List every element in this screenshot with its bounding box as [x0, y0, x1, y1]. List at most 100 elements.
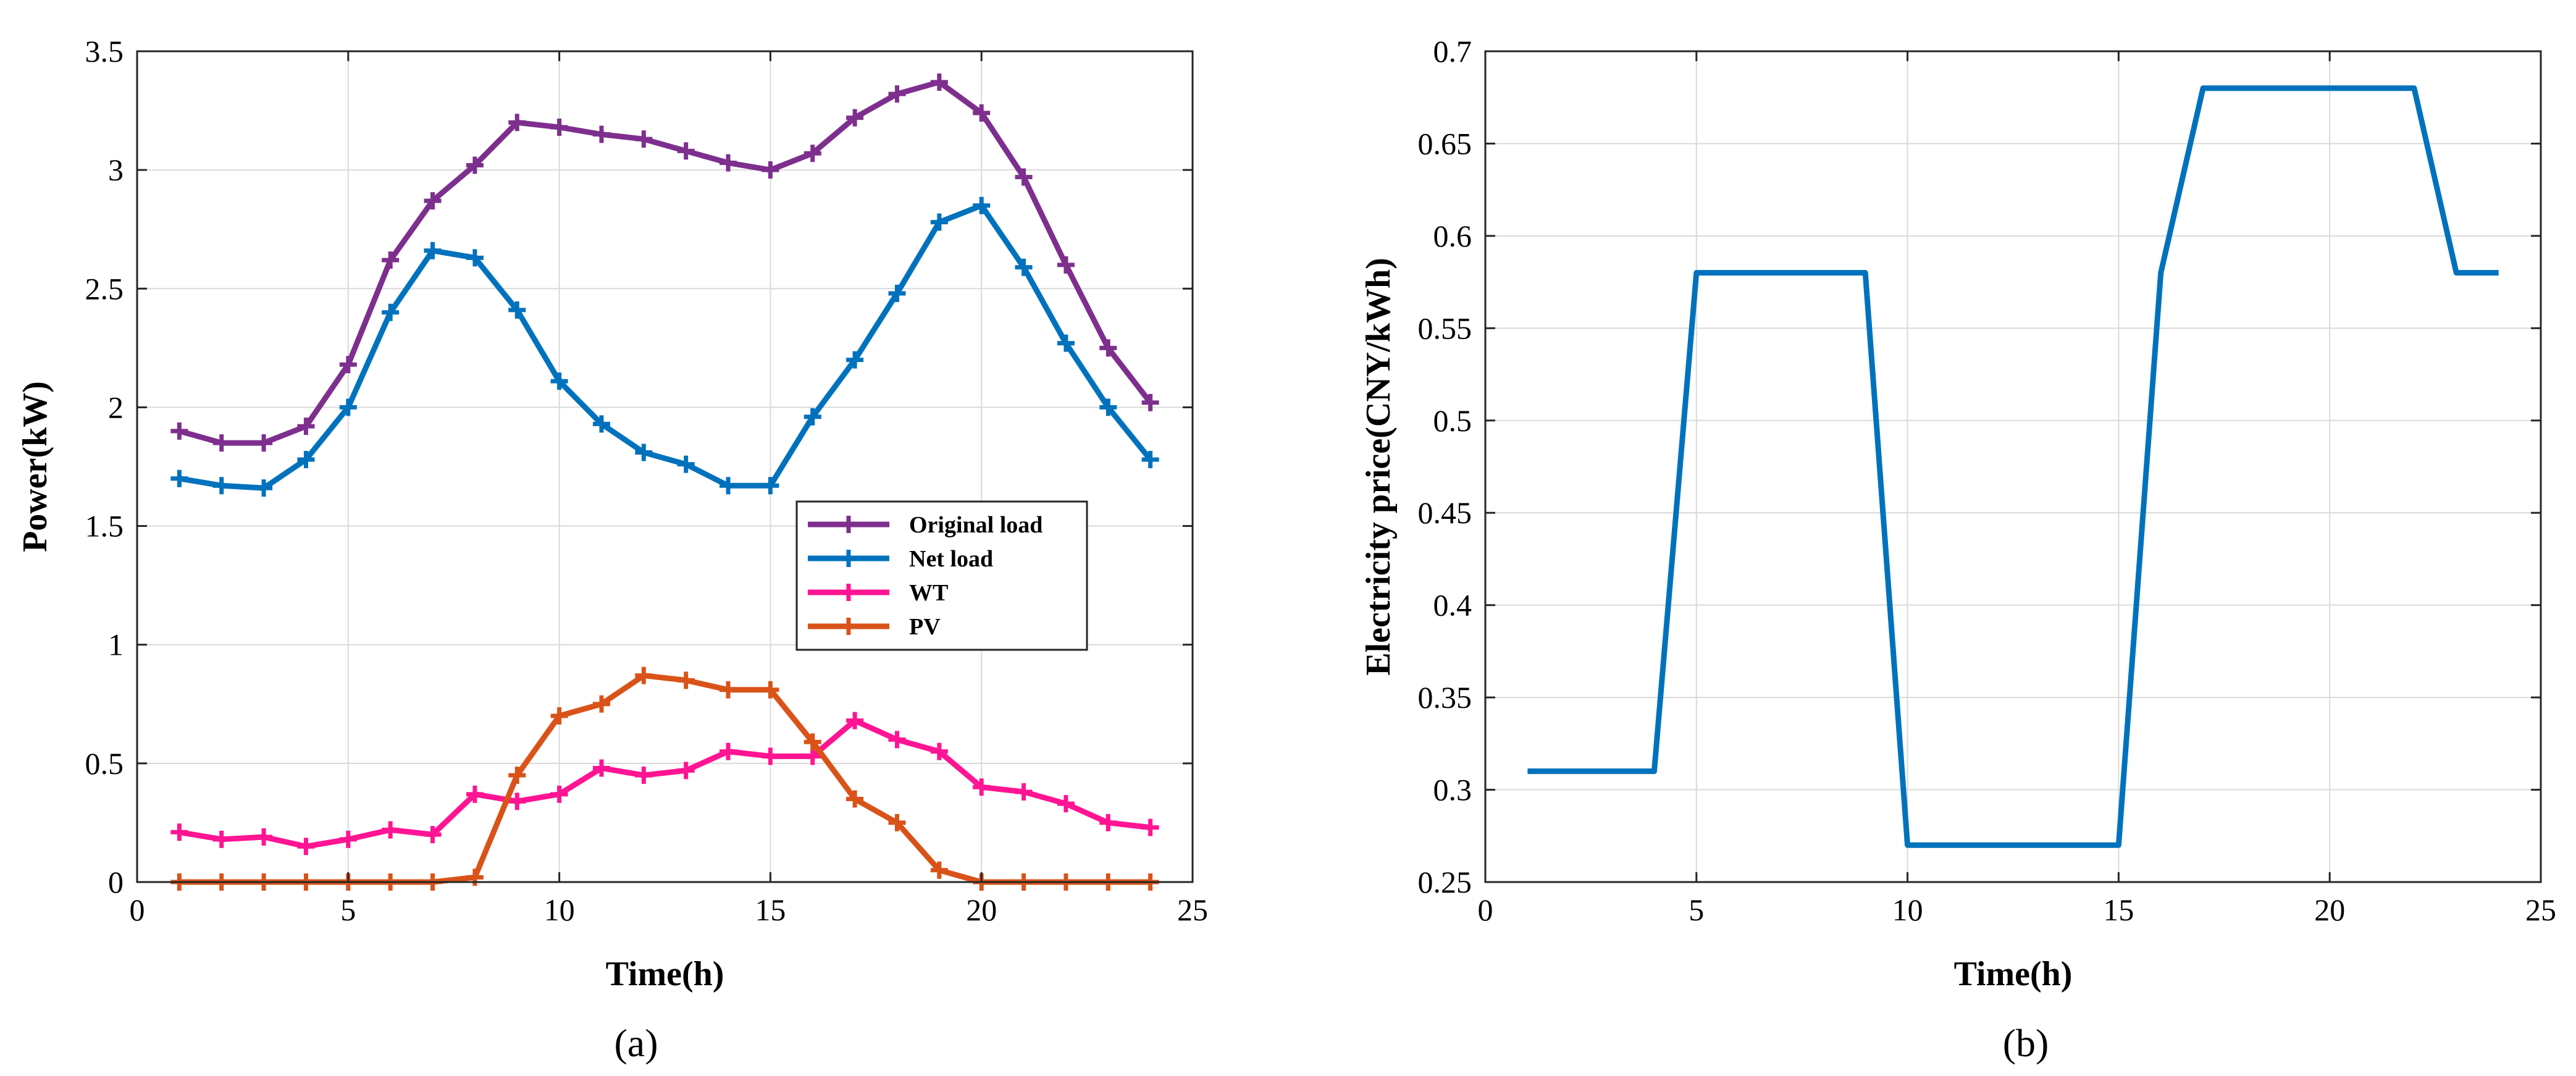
chart-a-caption: (a) [614, 1021, 658, 1065]
y-tick-label: 3.5 [85, 34, 124, 69]
chart-a: 0 5 10 15 20 25 0 0.5 1 1.5 2 2.5 3 3.5 Time(h) Power… [16, 34, 1208, 1065]
data-point [382, 251, 400, 269]
series-line [1527, 85, 2499, 848]
chart-b-caption: (b) [2003, 1021, 2049, 1065]
y-tick-label: 2.5 [85, 271, 124, 306]
data-point [592, 125, 610, 143]
data-point [1015, 258, 1033, 276]
y-tick-label: 0.65 [1418, 126, 1472, 161]
data-point [508, 114, 526, 132]
y-tick-label: 0.45 [1418, 495, 1472, 530]
legend-marker [840, 550, 857, 567]
data-point [635, 443, 653, 461]
y-tick-label: 2 [108, 390, 124, 424]
data-point [212, 477, 230, 495]
data-point [339, 356, 357, 374]
data-point [424, 242, 442, 259]
data-point [677, 762, 695, 780]
data-point [508, 301, 526, 319]
chart-a-ticks: 0 5 10 15 20 25 0 0.5 1 1.5 2 2.5 3 3.5 [85, 34, 1209, 927]
data-point [339, 398, 357, 416]
y-tick-label: 0.25 [1418, 865, 1472, 899]
data-point [550, 118, 568, 136]
data-point [508, 792, 526, 810]
data-point [466, 156, 484, 174]
data-point [973, 778, 991, 796]
y-tick-label: 0.5 [85, 746, 124, 781]
x-tick-label: 15 [755, 893, 786, 927]
series-line [178, 718, 1151, 849]
legend-marker [840, 516, 857, 533]
data-point [930, 213, 948, 231]
data-point [803, 733, 821, 751]
data-point [930, 861, 948, 879]
data-point [297, 450, 315, 468]
data-point [930, 742, 948, 760]
series-electricity-price [1527, 85, 2499, 848]
data-point [846, 109, 864, 127]
chart-a-ylabel: Power(kW) [16, 381, 54, 552]
y-tick-label: 0 [108, 865, 124, 899]
chart-a-xlabel: Time(h) [606, 955, 724, 993]
data-point [720, 742, 737, 760]
y-tick-label: 0.55 [1418, 311, 1472, 345]
chart-b-grid [1485, 51, 2541, 883]
data-point [297, 418, 315, 435]
data-point [466, 249, 484, 267]
data-point [888, 85, 906, 103]
data-point [1057, 256, 1075, 274]
chart-a-frame [136, 50, 1194, 883]
data-point [761, 747, 779, 765]
legend-label: Net load [909, 546, 993, 572]
chart-b-xlabel: Time(h) [1954, 955, 2073, 993]
legend-marker [840, 584, 857, 601]
x-tick-label: 0 [1478, 893, 1493, 927]
data-point [1015, 168, 1033, 186]
data-point [382, 303, 400, 321]
y-tick-label: 0.3 [1433, 773, 1472, 807]
data-point [424, 826, 442, 844]
series-line [179, 673, 1151, 885]
data-point [1141, 818, 1159, 836]
data-point [888, 284, 906, 302]
data-point [212, 434, 230, 452]
data-point [466, 785, 484, 803]
x-tick-label: 0 [130, 893, 145, 927]
data-point [1099, 339, 1117, 357]
legend-item: WT [808, 580, 948, 606]
data-point [592, 759, 610, 777]
chart-b-ylabel: Electricity price(CNY/kWh) [1359, 258, 1398, 675]
data-point [1099, 813, 1117, 831]
data-point [255, 828, 273, 846]
series-original-load [170, 73, 1159, 452]
y-tick-label: 3 [108, 153, 124, 187]
chart-a-series [170, 73, 1159, 891]
data-point [973, 104, 991, 122]
data-point [550, 372, 568, 390]
x-tick-label: 20 [966, 893, 997, 927]
data-point [466, 868, 484, 886]
data-point [803, 145, 821, 162]
data-point [888, 731, 906, 749]
data-point [1015, 783, 1033, 801]
data-point [761, 477, 779, 495]
legend-label: PV [909, 614, 941, 640]
data-point [846, 351, 864, 369]
y-tick-label: 0.7 [1433, 34, 1472, 69]
chart-a-legend: Original load Net load WT PV [795, 500, 1088, 651]
x-tick-label: 5 [340, 893, 356, 927]
data-point [170, 422, 188, 440]
legend-label: WT [909, 580, 948, 606]
data-point [170, 469, 188, 487]
data-point [1141, 393, 1159, 411]
data-point [550, 785, 568, 803]
data-point [1057, 795, 1075, 813]
x-tick-label: 5 [1689, 893, 1704, 927]
data-point [382, 821, 400, 839]
data-point [973, 196, 991, 214]
legend-item: Net load [808, 546, 993, 572]
series-net-load [170, 196, 1159, 497]
legend-label: Original load [909, 512, 1043, 538]
legend-item: Original load [808, 512, 1043, 538]
